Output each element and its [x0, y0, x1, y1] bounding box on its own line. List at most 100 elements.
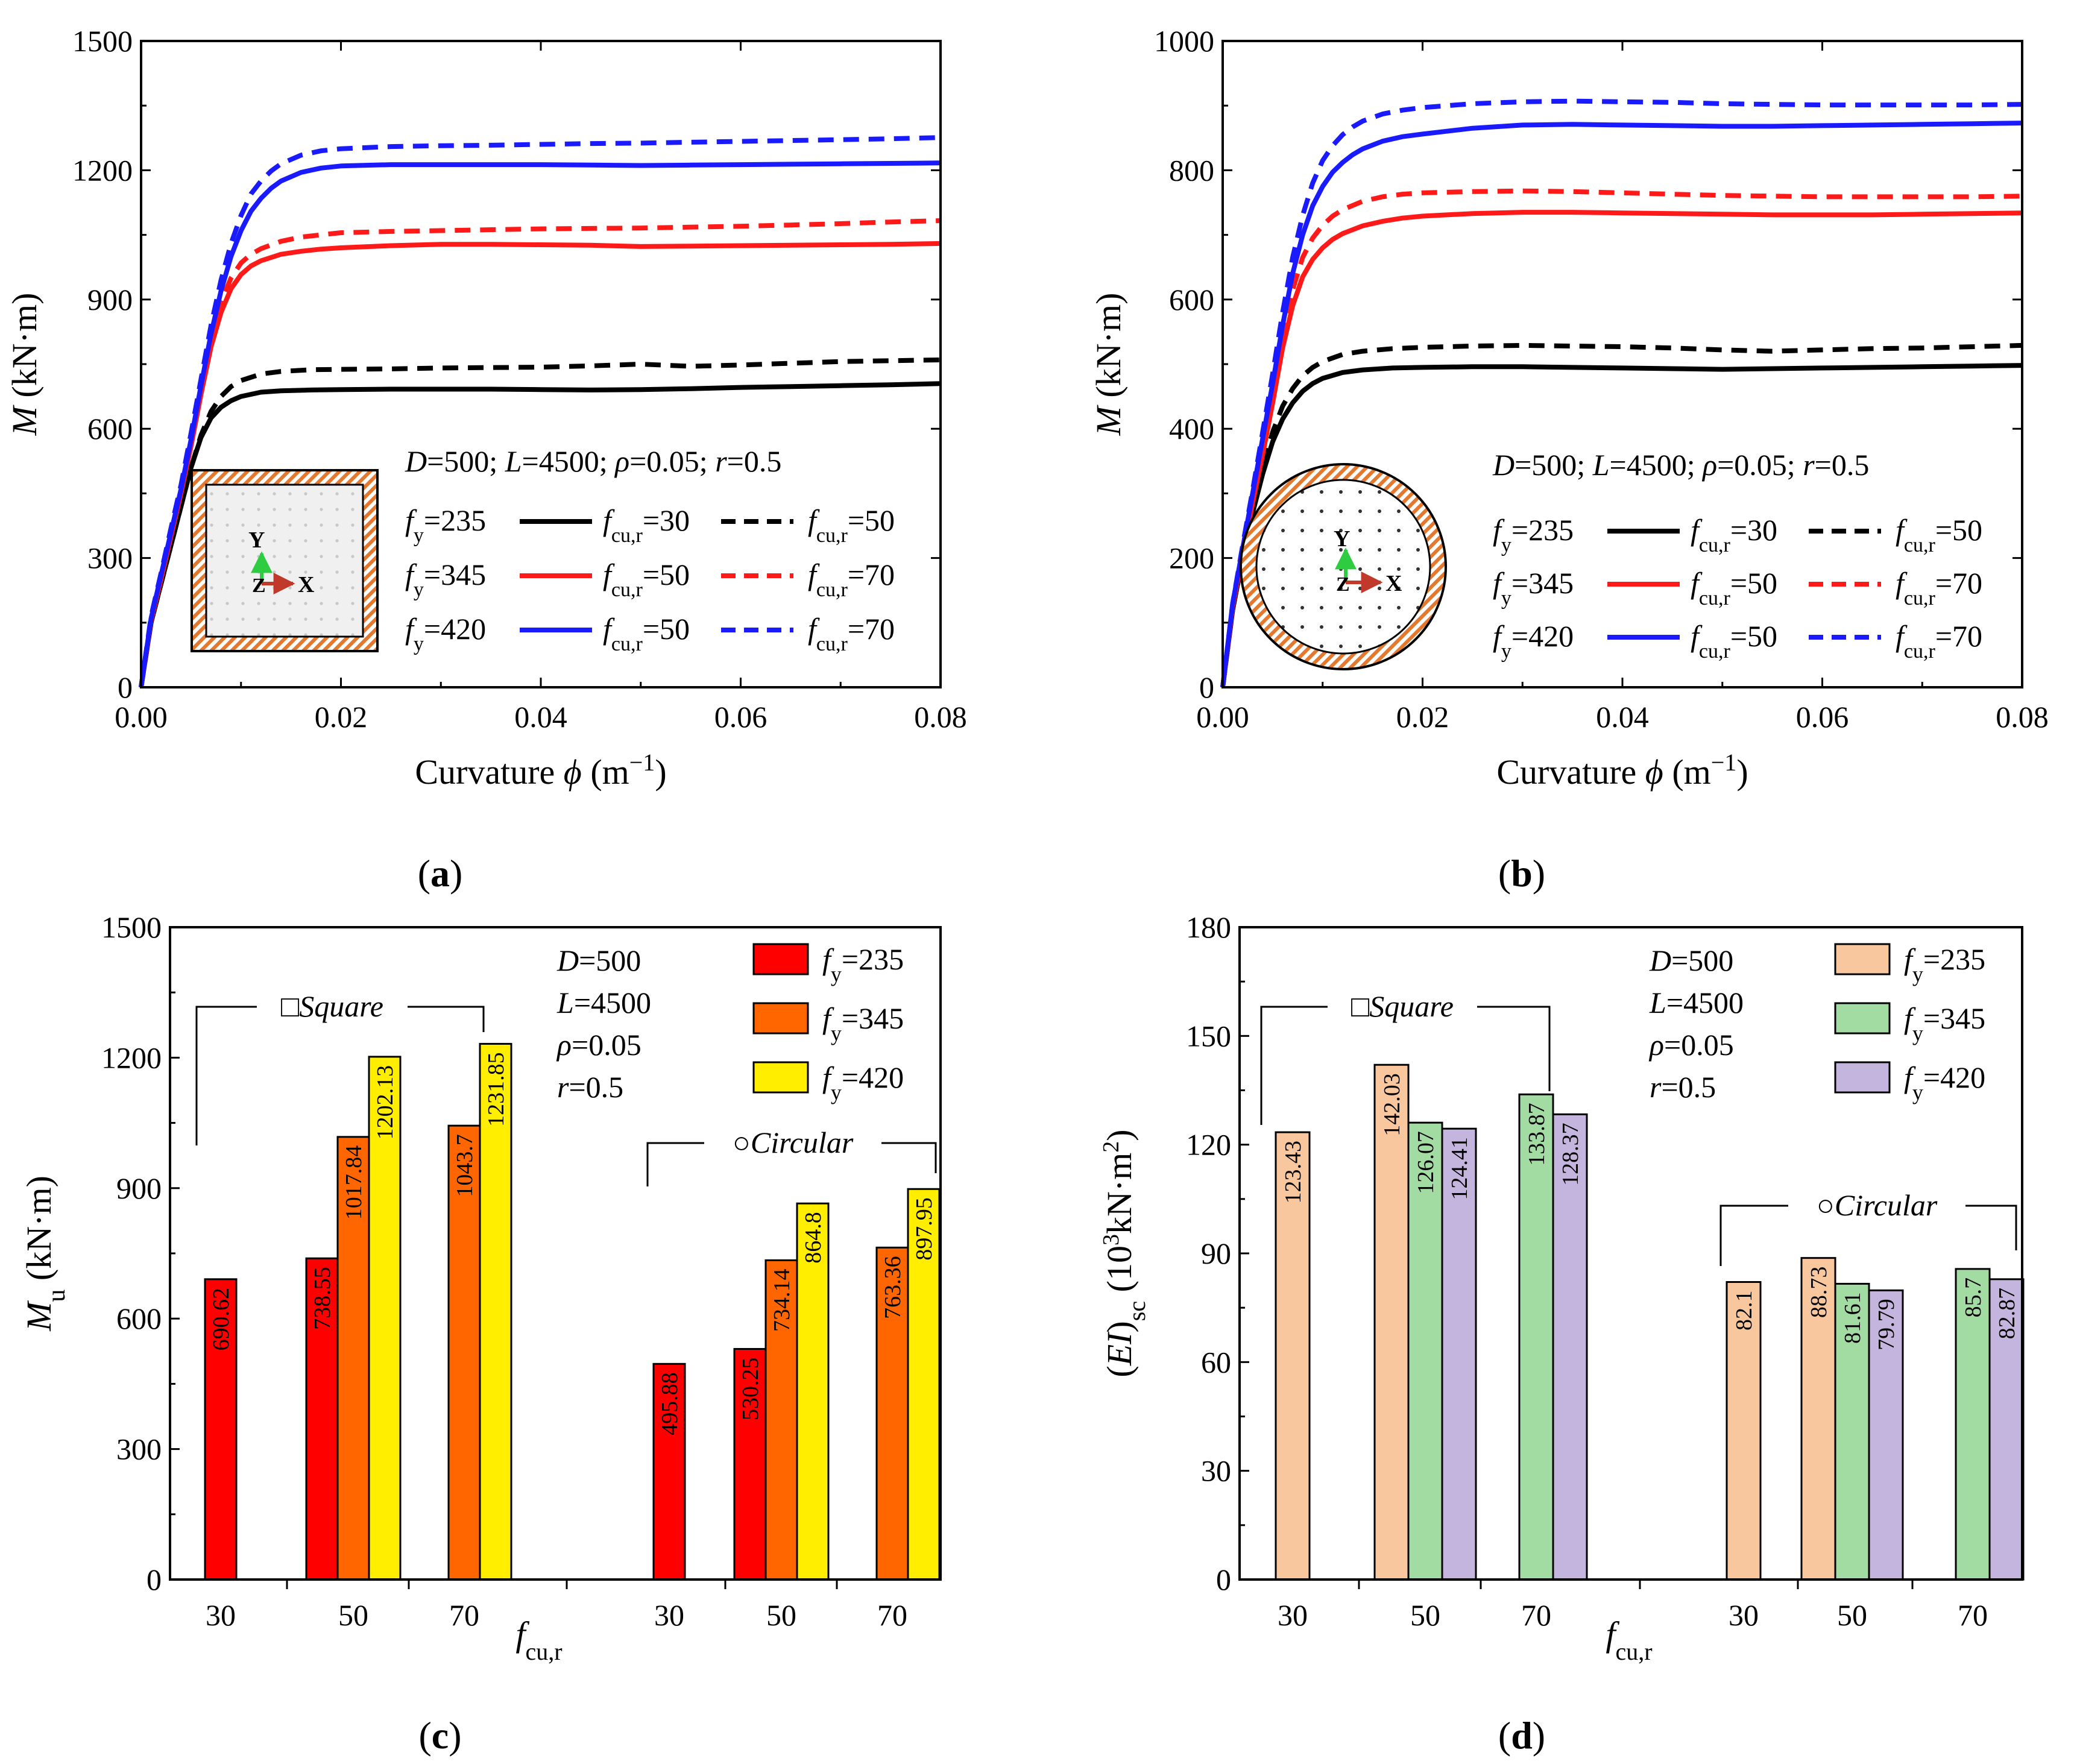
- legend-row-fy345: fy=345 fcu,r=50 fcu,r=70: [1493, 566, 1982, 610]
- y-tick-label: 0: [1199, 670, 1214, 704]
- svg-text:fcu,r=50: fcu,r=50: [1691, 566, 1777, 610]
- y-tick-label: 200: [1169, 541, 1214, 575]
- legend: fy=235 fy=345 fy=420: [752, 942, 904, 1104]
- svg-text:fy=420: fy=420: [1904, 1060, 1985, 1104]
- x-axis-label: Curvature ϕ (m−1): [415, 749, 666, 792]
- svg-text:fy=235: fy=235: [1493, 513, 1574, 556]
- svg-text:fy=345: fy=345: [405, 558, 486, 601]
- y-tick-label: 600: [87, 412, 133, 446]
- svg-text:fy=235: fy=235: [1904, 942, 1985, 986]
- bar-value-label: 1202.13: [373, 1065, 398, 1140]
- y-tick-label: 800: [1169, 153, 1214, 187]
- x-category-label: 50: [1410, 1598, 1440, 1632]
- y-tick-label: 300: [87, 541, 133, 575]
- series-line: [1220, 342, 2023, 688]
- svg-text:fy=345: fy=345: [822, 1001, 904, 1045]
- x-category-label: 50: [338, 1598, 368, 1632]
- legend: fy=235 fcu,r=30 fcu,r=50 fy=345 fcu,r=50…: [1493, 513, 1982, 663]
- bar-value-label: 133.87: [1524, 1103, 1549, 1166]
- bar: [305, 1257, 339, 1581]
- bar: [1726, 1280, 1762, 1581]
- bar: [368, 1056, 402, 1581]
- series-line: [1220, 98, 2023, 688]
- series-line: [139, 160, 941, 688]
- bar-value-label: 123.43: [1281, 1141, 1306, 1204]
- bracket-circular: ○Circular: [646, 1126, 937, 1186]
- y-axis-label: Mu (kN·m): [19, 1176, 71, 1332]
- svg-text:L=4500: L=4500: [556, 986, 651, 1019]
- y-tick-label: 60: [1201, 1345, 1231, 1379]
- y-tick-label: 0: [147, 1563, 162, 1596]
- x-category-label: 30: [1729, 1598, 1759, 1632]
- svg-text:○Circular: ○Circular: [733, 1126, 854, 1159]
- bar: [1868, 1289, 1904, 1581]
- svg-text:fcu,r=70: fcu,r=70: [808, 558, 895, 601]
- series-line: [139, 135, 941, 688]
- bar-value-label: 126.07: [1413, 1131, 1439, 1194]
- svg-text:□Square: □Square: [1351, 989, 1454, 1023]
- params-line: D=500; L=4500; ρ=0.05; r=0.5: [405, 444, 781, 478]
- y-tick-label: 0: [1216, 1563, 1231, 1596]
- legend-row-fy345: fy=345 fcu,r=50 fcu,r=70: [405, 558, 895, 601]
- x-axis-label: fcu,r: [1606, 1614, 1652, 1665]
- bar: [764, 1259, 798, 1581]
- bar-value-label: 495.88: [657, 1372, 682, 1435]
- x-category-label: 50: [1837, 1598, 1867, 1632]
- y-tick-label: 900: [87, 283, 133, 317]
- bar-value-label: 690.62: [209, 1288, 234, 1351]
- bar: [204, 1278, 238, 1581]
- legend-swatch: [1834, 1061, 1891, 1094]
- legend-swatch: [1834, 1002, 1891, 1035]
- bar-value-label: 763.36: [880, 1256, 906, 1319]
- bar-value-label: 1017.84: [341, 1145, 367, 1220]
- svg-text:r=0.5: r=0.5: [1650, 1070, 1716, 1104]
- x-category-label: 30: [206, 1598, 236, 1632]
- svg-text:fy=420: fy=420: [1493, 619, 1574, 663]
- inset-x-label: X: [1385, 571, 1402, 596]
- inset-z-label: Z: [252, 575, 266, 597]
- legend: fy=235 fcu,r=30 fcu,r=50 fy=345 fcu,r=50…: [405, 503, 895, 655]
- svg-text:fcu,r=50: fcu,r=50: [808, 503, 895, 547]
- bar-value-label: 85.7: [1961, 1277, 1986, 1318]
- x-tick-label: 0.08: [914, 700, 967, 734]
- legend: fy=235 fy=345 fy=420: [1834, 942, 1985, 1104]
- svg-text:fy=235: fy=235: [822, 942, 904, 986]
- svg-text:ρ=0.05: ρ=0.05: [556, 1028, 641, 1062]
- y-tick-label: 1200: [101, 1041, 162, 1074]
- svg-text:fcu,r=50: fcu,r=50: [603, 558, 690, 601]
- y-tick-label: 600: [1169, 283, 1214, 317]
- caption-d: (d): [1498, 1714, 1545, 1757]
- x-tick-label: 0.06: [1796, 700, 1849, 734]
- params-line: D=500; L=4500; ρ=0.05; r=0.5: [1492, 448, 1869, 482]
- y-tick-label: 1000: [1154, 24, 1214, 58]
- svg-text:□Square: □Square: [281, 989, 383, 1023]
- bar-value-label: 79.79: [1874, 1299, 1899, 1350]
- bar-value-label: 124.41: [1447, 1137, 1472, 1200]
- panel-a-moment-curvature-square: 0.00 0.02 0.04 0.06 0.08 0 300 600 900 1200 1500 C…: [5, 24, 967, 792]
- x-tick-label: 0.02: [1396, 700, 1449, 734]
- bar-value-label: 82.87: [1994, 1288, 2020, 1340]
- svg-text:fcu,r=50: fcu,r=50: [603, 612, 690, 655]
- bracket-square: □Square: [1260, 989, 1551, 1125]
- y-axis-label: M (kN·m): [5, 293, 44, 436]
- y-tick-label: 900: [116, 1171, 162, 1205]
- bar-value-label: 81.61: [1840, 1292, 1865, 1344]
- bar-value-label: 738.55: [310, 1267, 335, 1330]
- inset-x-label: X: [298, 572, 314, 597]
- caption-c: (c): [418, 1714, 461, 1757]
- square-section-inset: Y Z X: [191, 469, 379, 652]
- caption-b: (b): [1498, 852, 1545, 895]
- svg-text:r=0.5: r=0.5: [557, 1070, 623, 1104]
- series-line: [1220, 210, 2023, 688]
- bar: [1275, 1131, 1311, 1581]
- x-axis-label: fcu,r: [515, 1614, 562, 1665]
- y-tick-label: 180: [1186, 910, 1231, 944]
- bar-value-label: 1231.85: [484, 1052, 509, 1127]
- inset-y-label: Y: [1334, 526, 1350, 552]
- y-tick-label: 300: [116, 1432, 162, 1466]
- y-tick-label: 30: [1201, 1454, 1231, 1488]
- x-tick-label: 0.00: [1196, 700, 1249, 734]
- x-category-label: 30: [1278, 1598, 1308, 1632]
